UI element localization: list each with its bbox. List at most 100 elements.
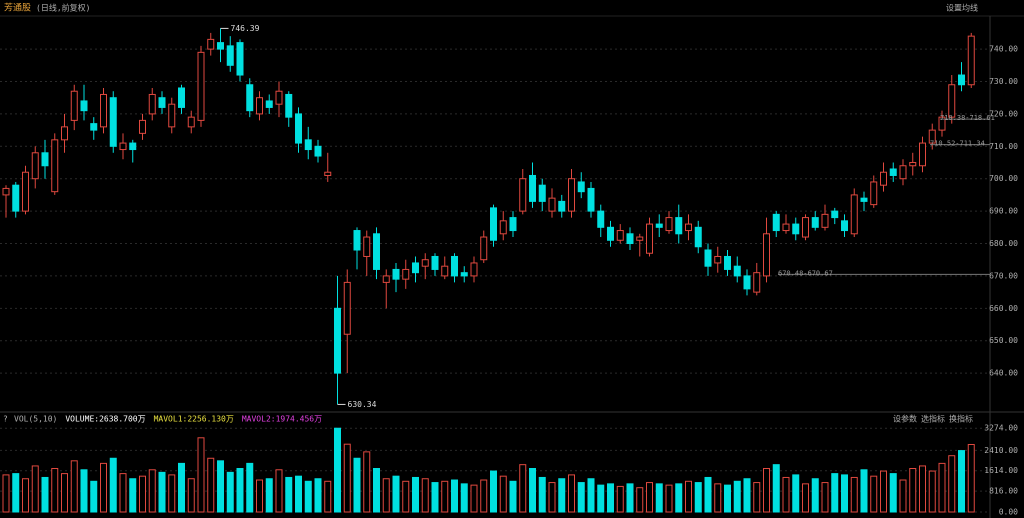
candle-body xyxy=(392,268,400,280)
volume-bar xyxy=(616,485,624,513)
volume-bar xyxy=(470,484,478,513)
candle-body xyxy=(109,97,117,147)
candle-body xyxy=(967,35,975,86)
volume-bar xyxy=(646,482,653,513)
level-label: 718.38-718.61 xyxy=(940,114,995,122)
volume-bar xyxy=(343,443,351,513)
chart-title: 芳通股 xyxy=(4,2,31,14)
volume-bar xyxy=(490,470,497,513)
volume-menu[interactable]: 换指标 xyxy=(949,414,973,424)
candle-body xyxy=(31,152,39,180)
candle-body xyxy=(509,217,517,232)
volume-bar xyxy=(12,473,20,513)
volume-bar xyxy=(324,480,332,513)
volume-bar xyxy=(61,473,68,513)
candle-body xyxy=(811,217,819,228)
candle-body xyxy=(343,281,351,335)
y-tick-label: 690.00 xyxy=(989,207,1018,216)
volume-bar xyxy=(694,482,702,513)
volume-bar xyxy=(382,478,390,513)
candle-body xyxy=(938,116,946,131)
candle-body xyxy=(587,187,595,212)
volume-tick-label: 816.00 xyxy=(989,487,1018,496)
candle-body xyxy=(275,90,283,105)
candle-body xyxy=(236,42,244,76)
volume-bar xyxy=(724,484,731,513)
y-tick-label: 650.00 xyxy=(989,336,1018,345)
candle-body xyxy=(548,197,556,212)
volume-bar xyxy=(178,462,185,513)
candle-body xyxy=(431,255,439,270)
volume-bar xyxy=(841,474,848,513)
volume-bar xyxy=(548,482,556,513)
volume-bar xyxy=(763,468,770,513)
extreme-label: 630.34 xyxy=(348,400,377,409)
candle-body xyxy=(187,116,195,128)
y-tick-label: 640.00 xyxy=(989,369,1018,378)
candle-body xyxy=(694,226,702,248)
volume-bar xyxy=(51,468,59,513)
volume-menu[interactable]: 选指标 xyxy=(921,414,945,424)
volume-bar xyxy=(607,483,614,513)
candle-body xyxy=(402,268,410,280)
candle-body xyxy=(226,45,234,66)
candle-body xyxy=(782,223,790,232)
volume-bar xyxy=(109,457,117,513)
volume-bar xyxy=(802,483,809,513)
candle-body xyxy=(616,230,624,241)
candle-body xyxy=(285,93,293,118)
candle-body xyxy=(655,223,663,228)
volume-bar xyxy=(919,465,926,513)
candle-body xyxy=(880,171,887,186)
volume-tick-label: 1614.00 xyxy=(984,466,1018,475)
volume-bar xyxy=(119,473,127,513)
volume-menu[interactable]: 设参数 xyxy=(893,414,917,424)
volume-bar xyxy=(821,482,829,513)
candle-body xyxy=(197,51,205,121)
volume-bar xyxy=(412,476,419,513)
volume-bar xyxy=(675,483,683,513)
help-icon: ? xyxy=(3,415,8,424)
volume-bar xyxy=(148,469,156,513)
volume-bar xyxy=(948,455,956,513)
candle-body xyxy=(597,210,605,228)
volume-bar xyxy=(587,478,595,513)
y-tick-label: 730.00 xyxy=(989,77,1018,86)
candle-body xyxy=(470,262,478,277)
candle-body xyxy=(61,126,68,141)
volume-bar xyxy=(197,437,205,513)
volume-bar xyxy=(90,480,98,513)
ma-menu[interactable]: 设置均线 xyxy=(946,3,978,13)
y-tick-label: 740.00 xyxy=(989,45,1018,54)
volume-bar xyxy=(743,478,751,513)
candle-body xyxy=(958,74,965,86)
candle-body xyxy=(51,139,59,193)
volume-bar xyxy=(226,471,234,513)
candle-body xyxy=(256,97,263,115)
volume-bar xyxy=(860,469,868,513)
volume-bar xyxy=(236,468,244,513)
volume-bar xyxy=(31,465,39,513)
candle-body xyxy=(763,233,770,277)
volume-bar xyxy=(529,468,536,513)
y-tick-label: 700.00 xyxy=(989,174,1018,183)
candle-body xyxy=(675,217,683,235)
candle-body xyxy=(90,123,98,131)
volume-bar xyxy=(782,476,790,513)
y-tick-label: 710.00 xyxy=(989,142,1018,151)
volume-bar xyxy=(187,478,195,513)
volume-bar xyxy=(480,479,488,513)
candle-body xyxy=(382,275,390,283)
volume-tick-label: 0.00 xyxy=(999,508,1018,517)
candle-body xyxy=(724,255,731,270)
candle-body xyxy=(529,174,536,202)
volume-bar xyxy=(314,478,322,513)
candle-body xyxy=(314,145,322,157)
candle-body xyxy=(295,113,302,144)
volume-bar xyxy=(334,427,341,513)
candle-body xyxy=(841,220,848,232)
volume-bar xyxy=(460,483,468,513)
candle-body xyxy=(792,223,800,235)
candle-body xyxy=(733,265,741,277)
